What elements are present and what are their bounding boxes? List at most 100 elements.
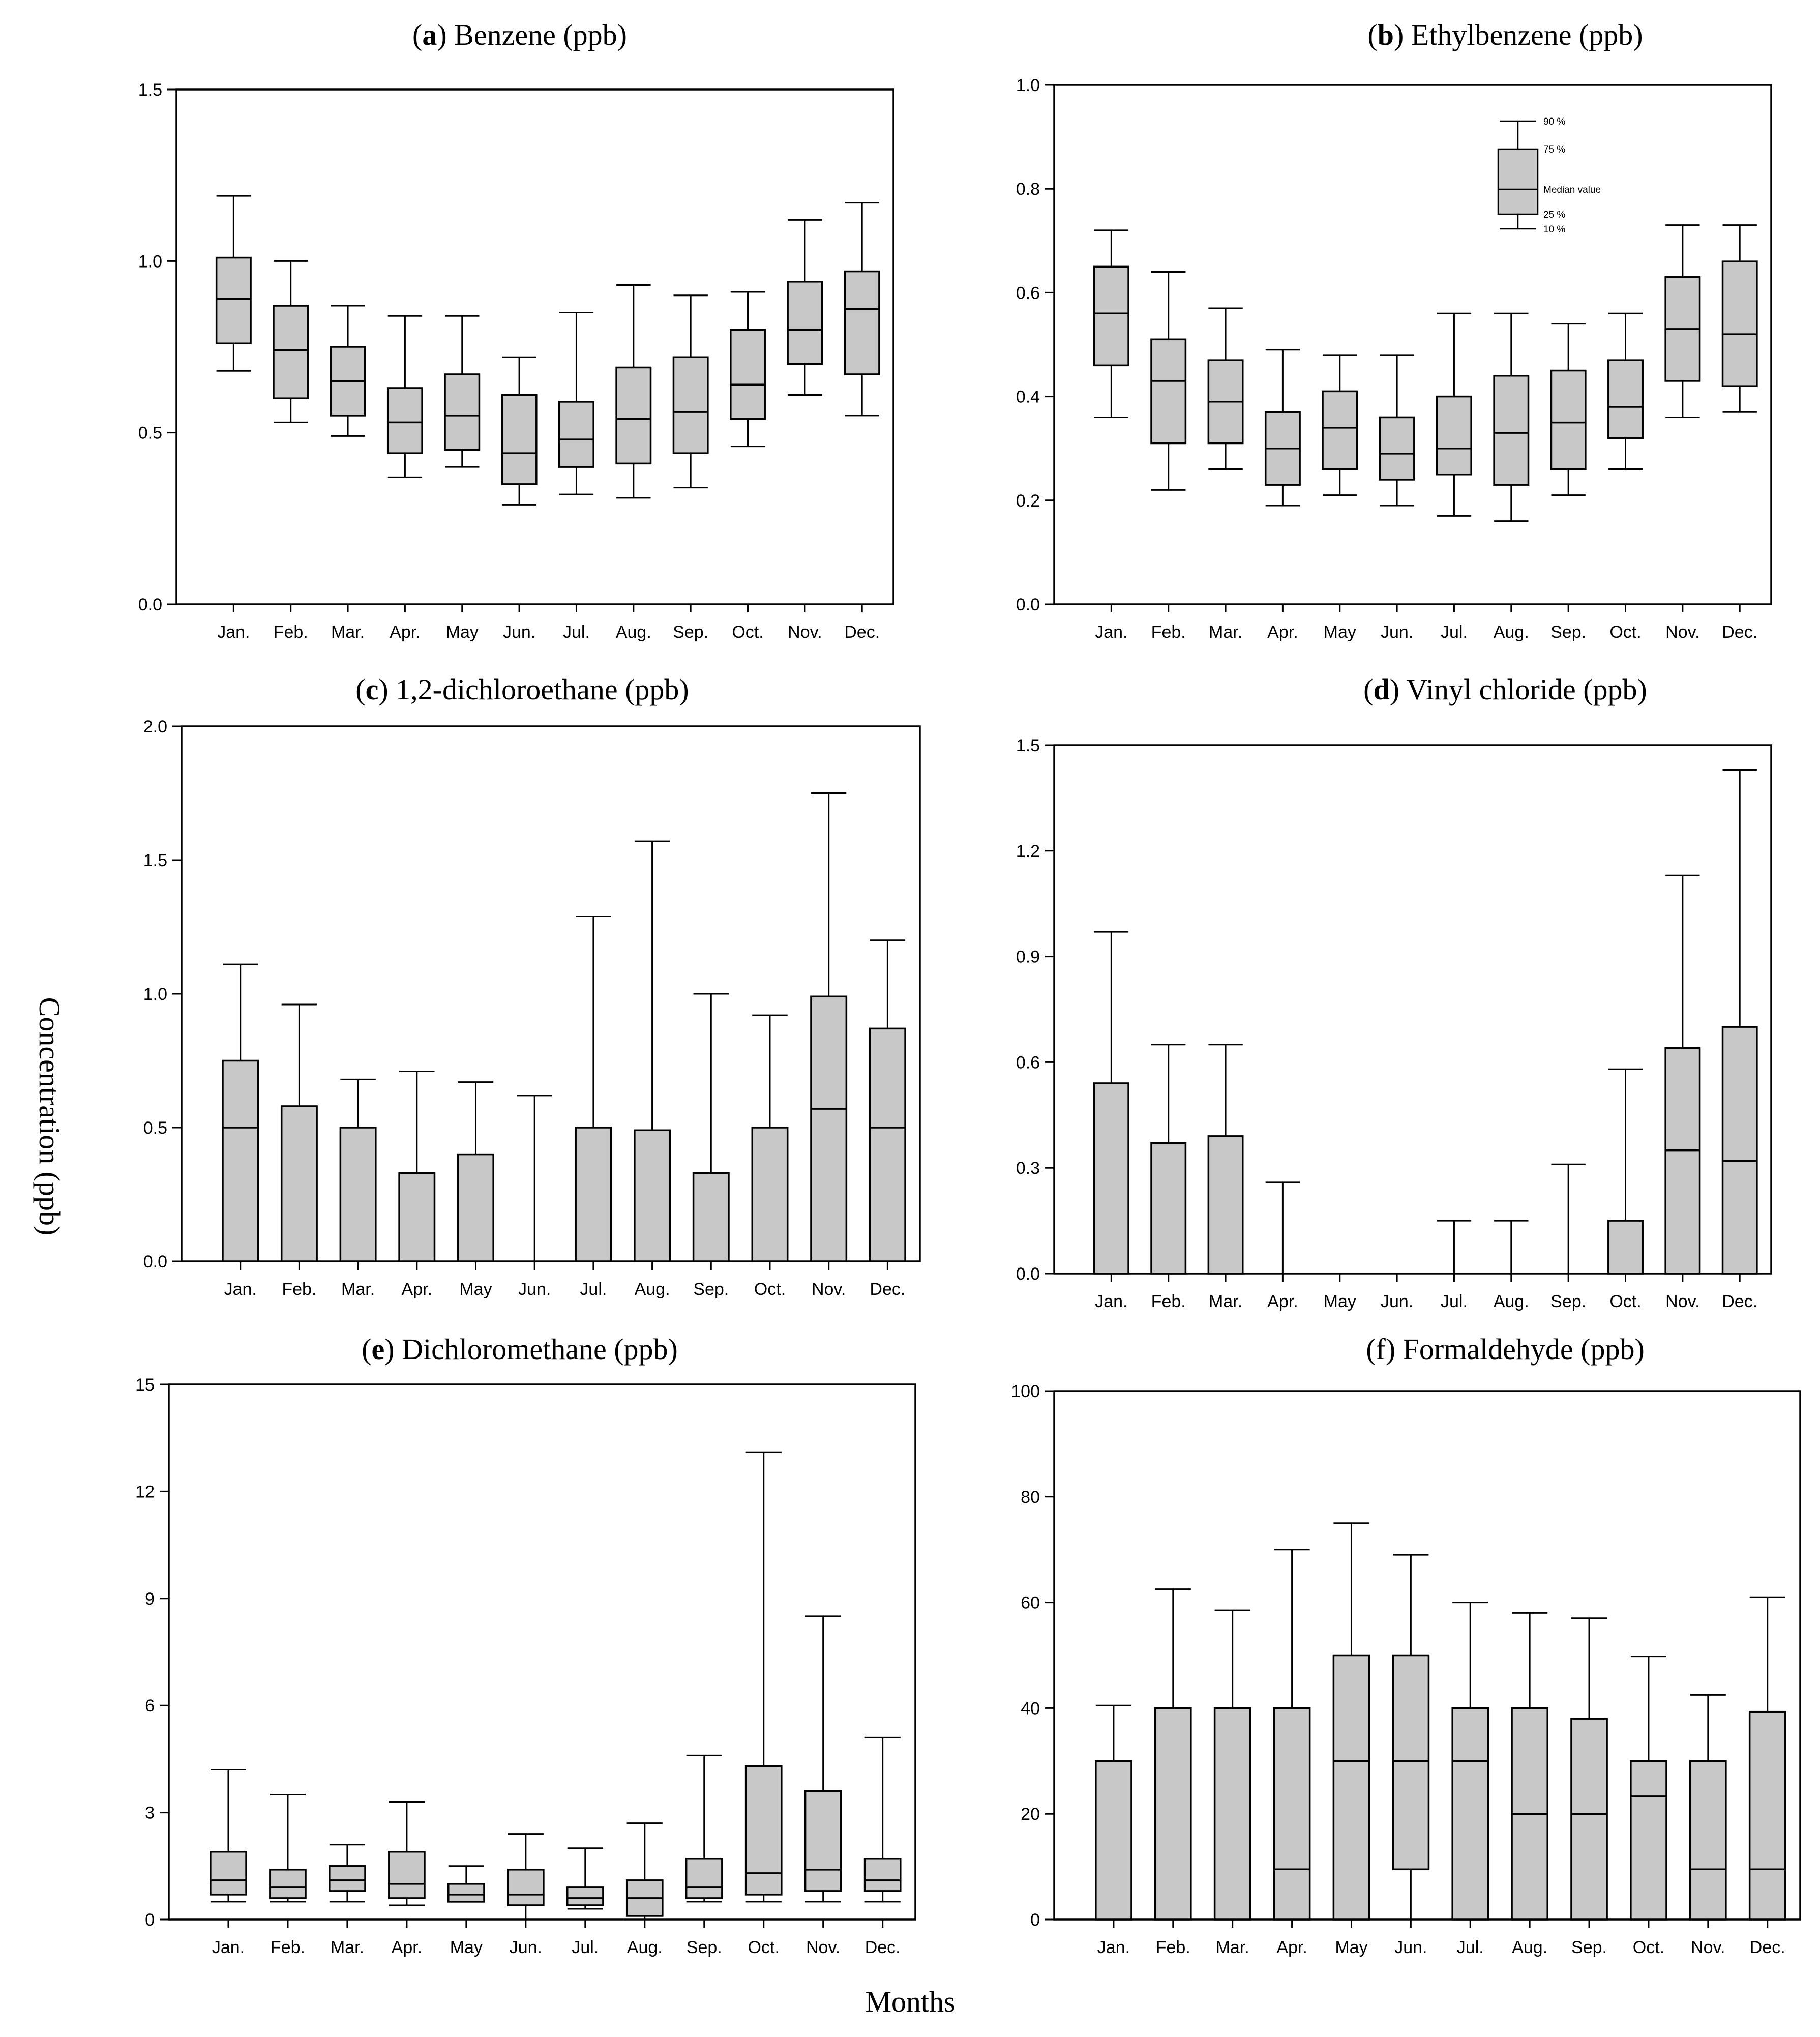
x-tick-label: Jul. [580,1280,607,1299]
panel-title-letter: a [422,18,437,51]
y-tick-label: 0.6 [1016,1053,1040,1072]
x-tick-label: Oct. [754,1280,786,1299]
iqr-box [1748,1710,1786,1921]
iqr-box [1093,265,1129,367]
x-tick-label: Oct. [1633,1938,1664,1957]
box-5 [1332,1522,1370,1921]
legend-label-p75: 75 % [1543,144,1565,155]
iqr-box [869,1027,906,1262]
box-11 [804,1615,842,1903]
x-tick-label: Sep. [1550,1292,1586,1311]
figure-xlabel: Months [865,1985,955,2018]
legend-label-p10: 10 % [1543,224,1565,235]
x-tick-label: Jul. [1441,623,1468,642]
x-tick-label: Dec. [865,1938,901,1957]
panel-title-text: ) Benzene (ppb) [437,18,627,51]
iqr-box [685,1858,723,1899]
panel-b: (b) Ethylbenzene (ppb) 0.0 0.2 0.4 0.6 0.8 1.0… [1016,18,1772,642]
panel-e: (e) Dichloromethane (ppb) 0 3 6 9 12 15 Jan. Feb… [135,1333,916,1957]
iqr-box [501,394,538,485]
x-tick-label: Mar. [331,623,365,642]
panel-title-letter: b [1378,18,1394,51]
box-4 [1264,349,1301,507]
iqr-box [615,366,652,465]
box-7 [1436,312,1472,517]
iqr-box [1664,1047,1701,1275]
x-tick-label: Jul. [563,623,590,642]
box-4 [1265,1181,1300,1274]
box-2 [1150,271,1187,491]
x-tick-label: Apr. [1276,1938,1307,1957]
x-tick-label: Feb. [271,1938,305,1957]
iqr-box [1451,1707,1489,1921]
x-tick-label: Oct. [1609,1292,1641,1311]
iqr-box [1493,375,1530,486]
iqr-box [444,373,481,451]
figure-ylabel: Concentration (ppb) [33,997,66,1236]
iqr-box [1095,1760,1132,1921]
box-10 [1607,1068,1644,1275]
panel-a-title: (a) Benzene (ppb) [412,18,627,51]
iqr-box [744,1765,783,1896]
box-3 [1207,307,1244,470]
x-tick-label: Nov. [812,1280,846,1299]
iqr-box [1150,338,1187,445]
x-tick-label: Aug. [1512,1938,1547,1957]
x-tick-label: Apr. [1267,1292,1298,1311]
legend-label-p90: 90 % [1543,116,1565,127]
iqr-box [1093,1082,1129,1275]
y-tick-label: 0.0 [1016,1264,1040,1284]
y-tick-label: 0.5 [143,1118,167,1138]
x-tick-label: Jun. [503,623,535,642]
x-tick-label: Feb. [282,1280,316,1299]
iqr-box [1150,1142,1187,1275]
plot-frame [1053,1390,1801,1921]
panel-b-title: (b) Ethylbenzene (ppb) [1367,18,1643,51]
box-1 [222,963,259,1262]
x-tick-label: Sep. [1571,1938,1607,1957]
box-1 [1093,931,1129,1275]
iqr-box [273,305,309,399]
box-9 [1551,1163,1586,1274]
x-tick-label: Sep. [687,1938,722,1957]
iqr-box [863,1858,902,1892]
box-3 [1213,1609,1251,1921]
iqr-box [730,329,766,420]
box-5 [447,1865,485,1903]
panel-f-title: (f) Formaldehyde (ppb) [1366,1333,1645,1366]
y-tick-label: 0.4 [1016,388,1040,407]
x-tick-label: Sep. [673,623,708,642]
x-tick-label: Apr. [1267,623,1298,642]
box-12 [1721,769,1758,1275]
x-tick-label: Apr. [390,623,420,642]
x-tick-label: May [1324,623,1356,642]
x-tick-label: Jul. [1457,1938,1484,1957]
x-tick-label: May [1335,1938,1367,1957]
x-tick-label: Dec. [870,1280,905,1299]
box-1 [1093,229,1129,418]
x-tick-label: Dec. [1722,623,1757,642]
box-7 [558,312,594,495]
box-6 [517,1095,552,1261]
box-8 [615,284,652,499]
box-7 [1437,1220,1472,1274]
box-4 [398,1071,436,1262]
box-7 [566,1847,604,1910]
box-5 [444,315,481,468]
iqr-box [1213,1707,1251,1921]
panel-title-open-paren: ( [355,673,365,706]
plot-frame [175,88,894,605]
iqr-box [1332,1654,1370,1921]
x-tick-label: Apr. [392,1938,422,1957]
box-8 [1493,312,1530,522]
box-10 [751,1014,789,1262]
box-11 [1664,224,1701,418]
box-2 [280,1003,318,1262]
iqr-box [386,387,423,454]
x-tick-label: Feb. [1156,1938,1190,1957]
x-tick-label: Feb. [1151,623,1186,642]
panel-title-text: (f) Formaldehyde (ppb) [1366,1333,1645,1366]
x-tick-label: Mar. [341,1280,375,1299]
y-tick-label: 1.5 [143,851,167,870]
panel-title-text: ) Ethylbenzene (ppb) [1394,18,1643,51]
